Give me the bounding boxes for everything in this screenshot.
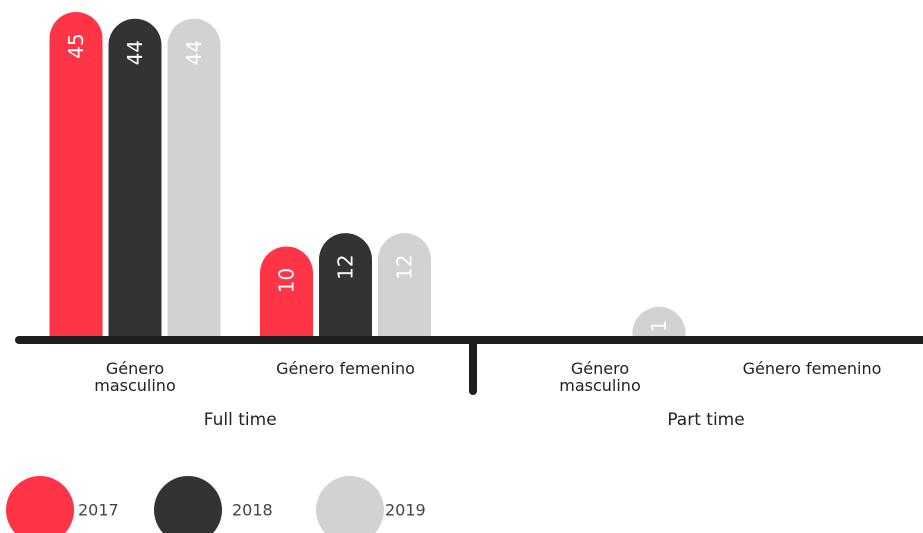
bar	[260, 246, 313, 340]
legend-label: 2018	[232, 501, 273, 520]
value-label: 44	[182, 40, 206, 65]
value-label: 44	[123, 40, 147, 65]
legend-label: 2019	[385, 501, 426, 520]
bar	[378, 233, 431, 340]
bar	[319, 233, 372, 340]
group-label: Full time	[203, 410, 277, 430]
value-label: 12	[334, 254, 358, 279]
bar	[49, 12, 103, 340]
legend-swatch	[154, 476, 222, 533]
category-label: Género masculino	[559, 359, 641, 395]
value-label: 45	[64, 33, 88, 58]
category-label: Género masculino	[94, 359, 176, 395]
value-label: 12	[393, 254, 417, 279]
bar	[167, 18, 221, 340]
legend-label: 2017	[78, 501, 119, 520]
category-label: Género femenino	[276, 359, 415, 378]
value-label: 10	[275, 268, 299, 293]
group-label: Part time	[667, 410, 745, 430]
value-label: 1	[647, 320, 671, 333]
bar	[108, 18, 162, 340]
legend-swatch	[6, 476, 74, 533]
category-label: Género femenino	[742, 359, 882, 378]
legend-swatch	[316, 476, 384, 533]
bar	[632, 306, 686, 340]
